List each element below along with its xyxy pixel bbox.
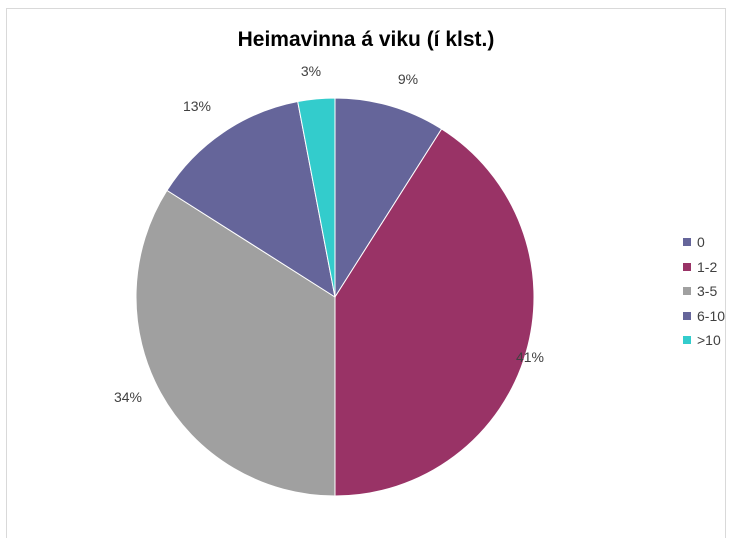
pie-slice-6-10 [166, 100, 336, 299]
legend-item: 6-10 [683, 304, 725, 329]
legend-item: >10 [683, 328, 725, 353]
legend-label: 0 [697, 234, 705, 251]
pie-slice-1-2 [334, 128, 535, 497]
pie-slice-gt10 [297, 97, 336, 298]
legend-swatch [683, 311, 691, 320]
slice-data-label: 34% [114, 389, 142, 405]
legend-swatch [683, 336, 691, 345]
slice-data-label: 3% [301, 63, 321, 79]
legend-swatch [683, 287, 691, 296]
slice-data-label: 9% [398, 71, 418, 87]
legend: 0 1-2 3-5 6-10 >10 [683, 230, 725, 353]
legend-label: 6-10 [697, 307, 726, 324]
legend-item: 0 [683, 230, 725, 255]
legend-label: 3-5 [697, 283, 718, 300]
slice-data-label: 41% [516, 349, 544, 365]
pie-slice-0 [334, 97, 443, 299]
chart-title: Heimavinna á viku (í klst.) [237, 28, 495, 51]
legend-label: >10 [697, 332, 721, 349]
slice-data-label: 13% [183, 98, 211, 114]
pie-slice-3-5 [135, 189, 336, 497]
legend-label: 1-2 [697, 258, 718, 275]
legend-swatch [683, 238, 691, 247]
legend-swatch [683, 262, 691, 271]
legend-item: 3-5 [683, 279, 725, 304]
legend-item: 1-2 [683, 255, 725, 280]
